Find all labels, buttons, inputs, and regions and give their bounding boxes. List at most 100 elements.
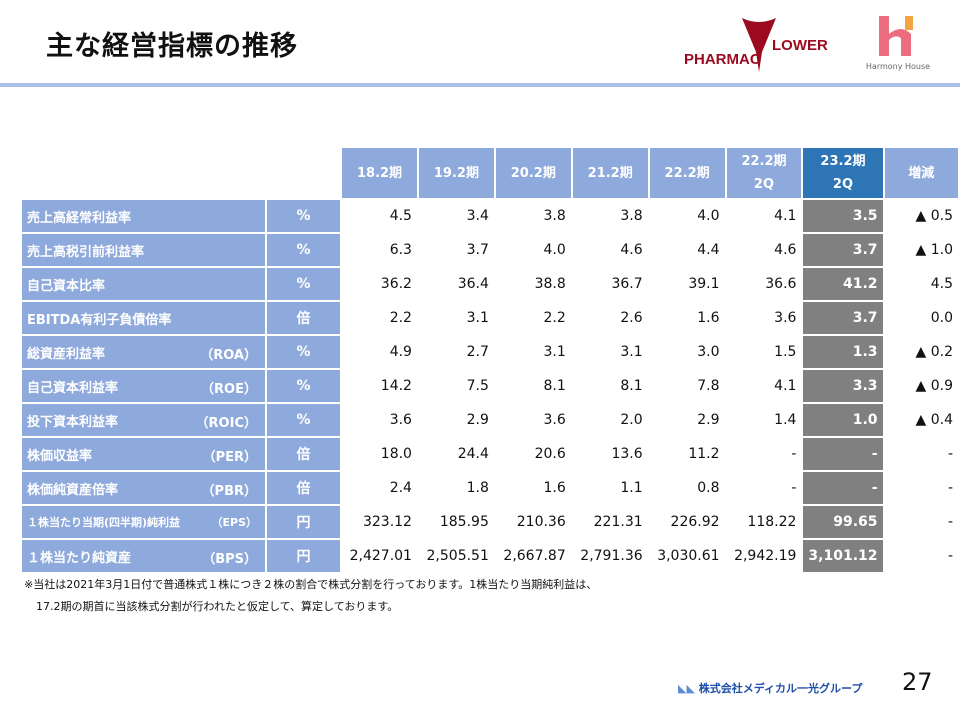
- label-abbr: （ROE）: [201, 382, 257, 397]
- column-header: 18.2期: [342, 148, 417, 198]
- value-cell: ▲ 0.4: [915, 412, 953, 428]
- value-cell: 226.92: [670, 514, 720, 530]
- value-cell: ▲ 0.2: [915, 344, 953, 360]
- page-number: 27: [902, 668, 933, 696]
- value-cell: 2,942.19: [734, 548, 797, 564]
- value-cell: 6.3: [389, 242, 412, 258]
- label-text: 売上高税引前利益率: [27, 244, 145, 260]
- value-cell: 1.1: [620, 480, 643, 496]
- row-label: １株当たり純資産 （BPS）: [22, 540, 265, 572]
- label-text: １株当たり純資産: [27, 550, 132, 566]
- table-row: 株価純資産倍率 （PBR）倍 2.4 1.8 1.6 1.1 0.8- - -: [22, 472, 958, 504]
- value-cell: 3.5: [803, 200, 883, 232]
- value-cell: 3.8: [543, 208, 566, 224]
- label-abbr: （BPS）: [202, 552, 257, 567]
- column-header: 22.2期: [649, 148, 725, 198]
- row-label: 売上高経常利益率: [22, 200, 265, 232]
- value-cell: 36.7: [611, 276, 643, 292]
- label-text: 自己資本比率: [27, 278, 106, 294]
- value-cell: 24.4: [457, 446, 489, 462]
- value-cell: -: [947, 548, 953, 564]
- value-cell: 36.2: [380, 276, 412, 292]
- column-header: 20.2期: [495, 148, 571, 198]
- value-cell: 14.2: [380, 378, 412, 394]
- value-cell: -: [803, 438, 883, 470]
- value-cell: 2,791.36: [580, 548, 643, 564]
- value-cell: 11.2: [688, 446, 720, 462]
- value-cell: ▲ 0.5: [915, 208, 953, 224]
- value-cell: 2,667.87: [503, 548, 566, 564]
- value-cell: 2.9: [466, 412, 489, 428]
- value-cell: 2.2: [389, 310, 412, 326]
- value-cell: 3.6: [543, 412, 566, 428]
- label-abbr: （ROA）: [200, 348, 257, 363]
- value-cell: 3.4: [466, 208, 489, 224]
- value-cell: -: [791, 480, 797, 496]
- value-cell: 8.1: [620, 378, 643, 394]
- row-label: 株価純資産倍率 （PBR）: [22, 472, 265, 504]
- value-cell: 2.7: [466, 344, 489, 360]
- value-cell: 3.6: [389, 412, 412, 428]
- value-cell: 4.1: [774, 208, 797, 224]
- unit-cell: 倍: [267, 472, 341, 504]
- indicators-table: 18.2期 19.2期 20.2期 21.2期 22.2期 22.2期 2Q 23.2期 2Q 増…: [20, 146, 960, 574]
- column-header: 21.2期: [572, 148, 648, 198]
- unit-cell: 倍: [267, 438, 341, 470]
- value-cell: 2.0: [620, 412, 643, 428]
- company-logo: ◣◣ 株式会社メディカル一光グループ: [678, 682, 863, 695]
- value-cell: 2.2: [543, 310, 566, 326]
- value-cell: 1.6: [697, 310, 720, 326]
- row-label: 株価収益率 （PER）: [22, 438, 265, 470]
- value-cell: 3.3: [803, 370, 883, 402]
- value-cell: 1.3: [803, 336, 883, 368]
- table-row: 総資産利益率 （ROA）% 4.9 2.7 3.1 3.1 3.0 1.5 1.3 ▲ 0.2: [22, 336, 958, 368]
- value-cell: -: [791, 446, 797, 462]
- label-abbr: （EPS）: [211, 516, 258, 529]
- value-cell: 4.1: [774, 378, 797, 394]
- label-abbr: （ROIC）: [195, 416, 257, 431]
- label-text: １株当たり当期(四半期)純利益: [27, 516, 181, 529]
- value-cell: 8.1: [543, 378, 566, 394]
- label-abbr: （PER）: [202, 450, 257, 465]
- unit-cell: %: [267, 268, 341, 300]
- row-label: １株当たり当期(四半期)純利益 （EPS）: [22, 506, 265, 538]
- value-cell: 0.8: [697, 480, 720, 496]
- value-cell: 4.6: [620, 242, 643, 258]
- value-cell: 39.1: [688, 276, 720, 292]
- footnote-line: ※当社は2021年3月1日付で普通株式１株につき２株の割合で株式分割を行っており…: [24, 578, 598, 591]
- row-label: 投下資本利益率 （ROIC）: [22, 404, 265, 436]
- row-label: 総資産利益率 （ROA）: [22, 336, 265, 368]
- unit-cell: 円: [267, 540, 341, 572]
- value-cell: 1.0: [803, 404, 883, 436]
- value-cell: 41.2: [803, 268, 883, 300]
- value-cell: 13.6: [611, 446, 643, 462]
- label-text: 株価収益率: [27, 448, 93, 464]
- table-row: 自己資本利益率 （ROE）% 14.2 7.5 8.1 8.1 7.8 4.1 3.3 ▲ 0.9: [22, 370, 958, 402]
- table-row: 自己資本比率% 36.2 36.4 38.8 36.7 39.1 36.6 41.2 4.5: [22, 268, 958, 300]
- value-cell: 3,101.12: [803, 540, 883, 572]
- value-cell: 38.8: [534, 276, 566, 292]
- table-row: １株当たり純資産 （BPS） 円 2,427.01 2,505.51 2,667.87 2,…: [22, 540, 958, 572]
- value-cell: 221.31: [593, 514, 643, 530]
- row-label: 自己資本利益率 （ROE）: [22, 370, 265, 402]
- row-label: 自己資本比率: [22, 268, 265, 300]
- value-cell: -: [947, 480, 953, 496]
- svg-text:PHARMAC: PHARMAC: [684, 51, 761, 68]
- value-cell: 3.1: [543, 344, 566, 360]
- footnote: ※当社は2021年3月1日付で普通株式１株につき２株の割合で株式分割を行っており…: [24, 574, 597, 618]
- value-cell: 3.7: [803, 234, 883, 266]
- row-label: 売上高税引前利益率: [22, 234, 265, 266]
- value-cell: 3.1: [466, 310, 489, 326]
- value-cell: 3,030.61: [657, 548, 720, 564]
- value-cell: 36.4: [457, 276, 489, 292]
- table-row: １株当たり当期(四半期)純利益 （EPS） 円 323.12 185.95 210.36 2…: [22, 506, 958, 538]
- value-cell: 4.5: [389, 208, 412, 224]
- label-text: 自己資本利益率: [27, 380, 119, 396]
- value-cell: 3.6: [774, 310, 797, 326]
- unit-cell: %: [267, 200, 341, 232]
- column-header: 22.2期 2Q: [726, 148, 802, 198]
- company-name: 株式会社メディカル一光グループ: [698, 682, 863, 695]
- unit-cell: 円: [267, 506, 341, 538]
- value-cell: 2,427.01: [349, 548, 412, 564]
- value-cell: 2.9: [697, 412, 720, 428]
